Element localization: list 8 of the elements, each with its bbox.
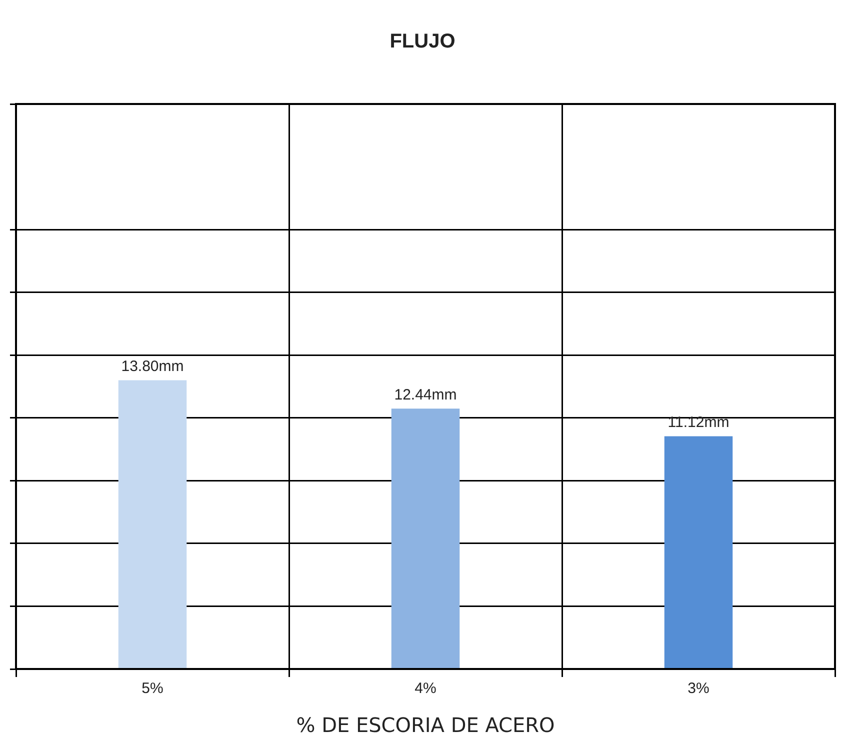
x-tick-label: 4%	[414, 680, 436, 698]
chart-title: FLUJO	[390, 30, 456, 53]
data-label: 12.44mm	[394, 386, 457, 404]
x-tick-label: 3%	[688, 680, 710, 698]
x-tick-label: 5%	[142, 680, 164, 698]
data-label: 13.80mm	[121, 358, 184, 375]
data-label: 11.12mm	[668, 414, 730, 431]
x-axis-title: % DE ESCORIA DE ACERO	[296, 713, 555, 738]
